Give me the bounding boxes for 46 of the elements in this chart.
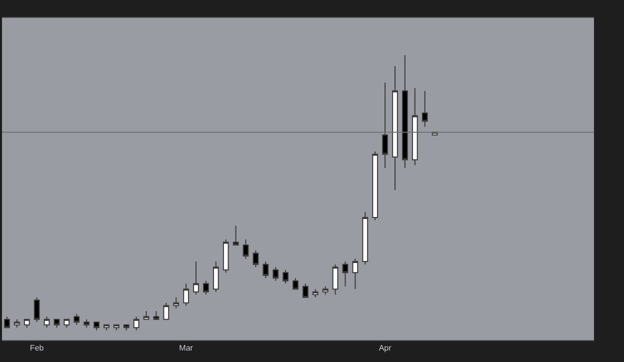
candlestick xyxy=(262,261,269,279)
candlestick xyxy=(203,280,209,296)
candlestick xyxy=(422,90,428,128)
x-tick-label: Feb xyxy=(30,344,44,353)
candlestick xyxy=(14,318,20,328)
candlestick xyxy=(44,316,50,328)
candlestick xyxy=(153,310,160,320)
x-tick-label: Apr xyxy=(378,344,392,353)
candlestick xyxy=(133,316,140,331)
candlestick xyxy=(292,278,298,290)
candlestick xyxy=(412,88,418,166)
candlestick xyxy=(352,258,358,290)
candlestick xyxy=(163,302,170,320)
x-tick-label: Mar xyxy=(179,344,194,353)
candlestick xyxy=(104,324,110,331)
candlestick xyxy=(242,239,249,260)
candlestick xyxy=(332,264,338,296)
candlestick xyxy=(34,296,40,323)
candlestick xyxy=(24,318,30,328)
candlestick xyxy=(252,250,259,268)
candlestick xyxy=(372,150,378,221)
candlestick xyxy=(402,54,408,168)
candlestick xyxy=(54,318,60,328)
candlestick xyxy=(312,288,318,298)
candlestick xyxy=(173,296,180,309)
candlestick xyxy=(123,324,130,331)
candlestick xyxy=(143,310,150,320)
candlestick xyxy=(272,266,279,282)
candlestick xyxy=(232,225,239,246)
candlestick xyxy=(392,66,398,191)
candlestick xyxy=(113,324,120,331)
candlestick xyxy=(362,212,368,265)
candlestick xyxy=(4,316,10,328)
candlestick xyxy=(322,286,328,296)
candlestick xyxy=(282,269,288,284)
candlestick xyxy=(302,283,308,298)
candlestick xyxy=(74,313,80,326)
candlestick xyxy=(212,261,219,292)
candlestick xyxy=(183,283,189,306)
candlestick xyxy=(193,261,199,296)
candlestick xyxy=(342,261,348,287)
candlestick xyxy=(222,239,229,274)
candlestick xyxy=(382,82,388,168)
candlestick xyxy=(64,318,70,328)
candlestick xyxy=(84,318,90,328)
candlestick xyxy=(94,322,100,331)
